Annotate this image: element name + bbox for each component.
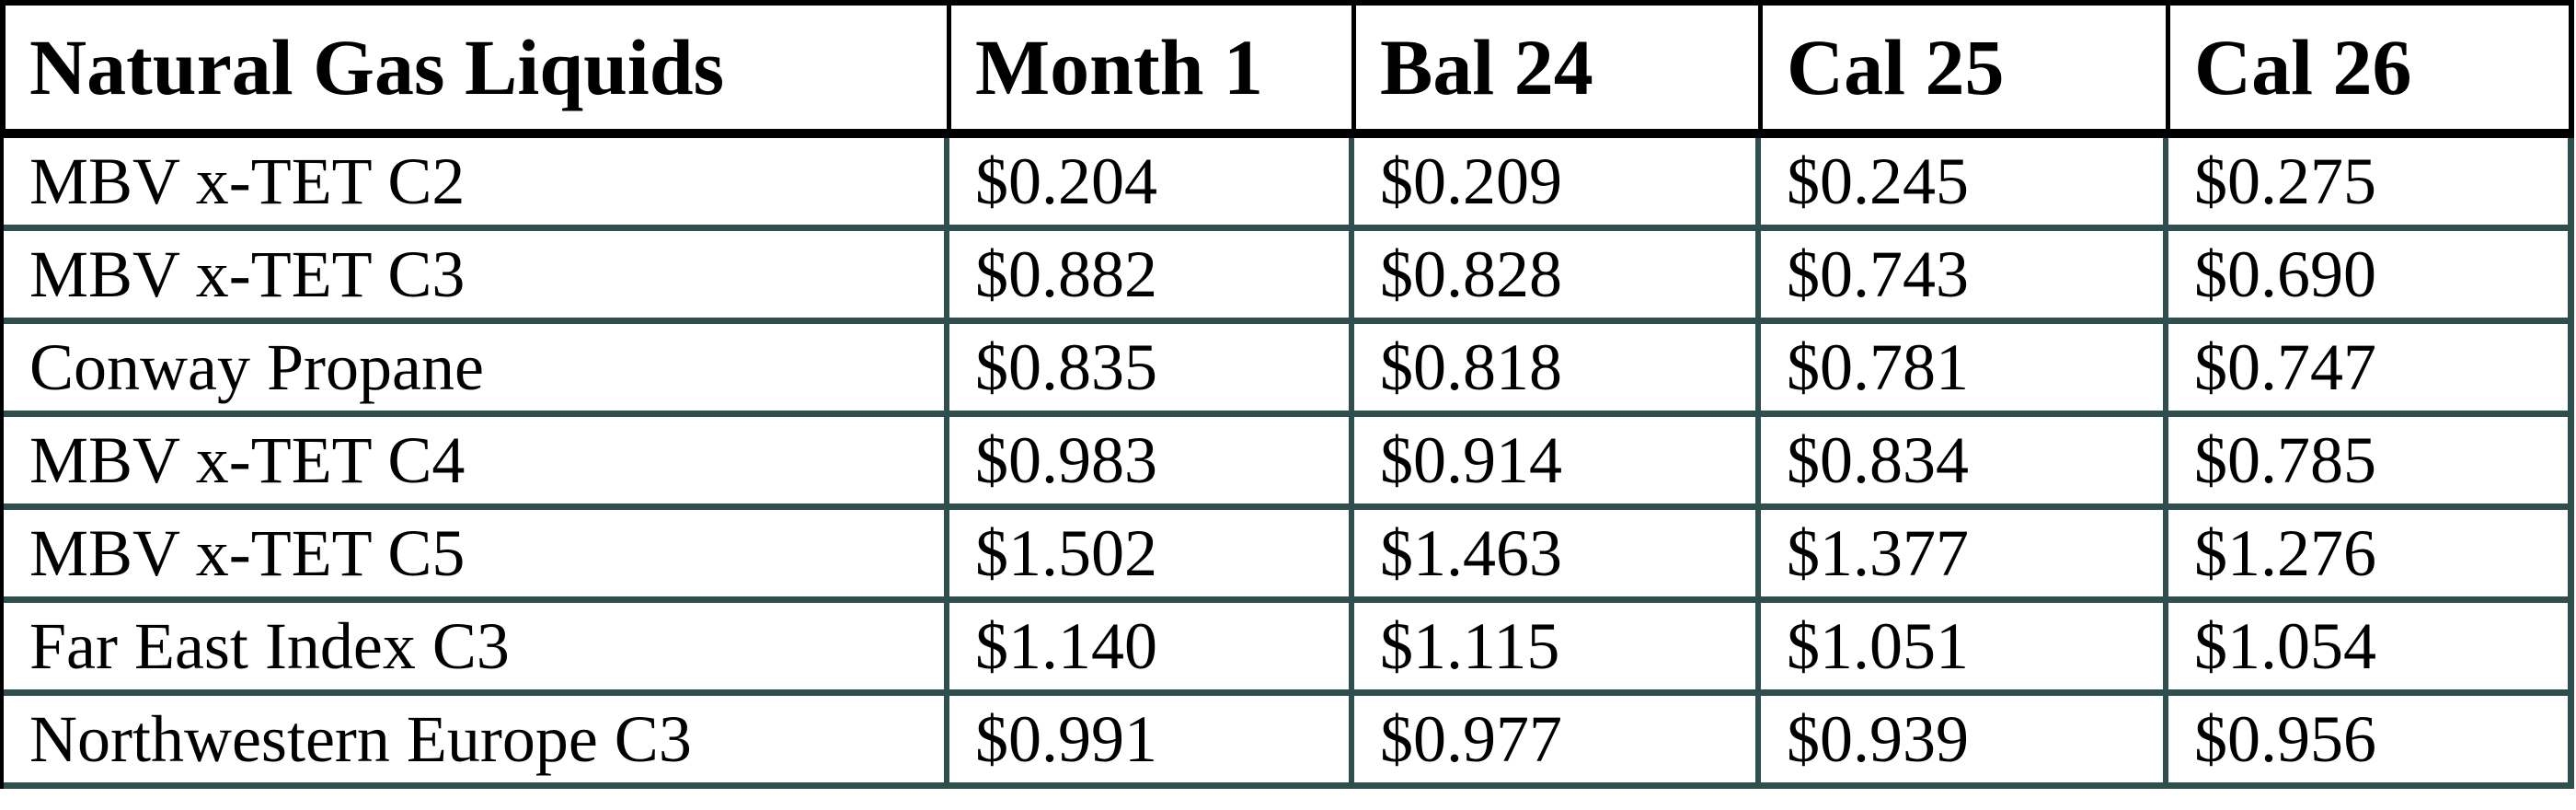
row-label-cell: MBV x-TET C3 (4, 231, 949, 318)
value-cell-cal26: $0.747 (2168, 324, 2574, 411)
column-header-cal25: Cal 25 (1763, 6, 2170, 129)
table-header-row: Natural Gas Liquids Month 1 Bal 24 Cal 2… (0, 0, 2574, 138)
row-label-cell: MBV x-TET C4 (4, 417, 949, 503)
table-row: Conway Propane $0.835 $0.818 $0.781 $0.7… (4, 324, 2574, 417)
value-cell-cal26: $0.275 (2168, 138, 2574, 225)
value-cell-month1: $0.835 (949, 324, 1354, 411)
value-cell-cal25: $1.377 (1761, 510, 2168, 596)
value-cell-cal26: $1.276 (2168, 510, 2574, 596)
value-cell-cal25: $0.834 (1761, 417, 2168, 503)
value-cell-cal25: $0.245 (1761, 138, 2168, 225)
value-cell-cal26: $0.690 (2168, 231, 2574, 318)
value-cell-month1: $0.882 (949, 231, 1354, 318)
value-cell-bal24: $0.828 (1354, 231, 1761, 318)
row-label-cell: Far East Index C3 (4, 603, 949, 689)
value-cell-bal24: $1.463 (1354, 510, 1761, 596)
value-cell-cal26: $1.054 (2168, 603, 2574, 689)
value-cell-month1: $1.502 (949, 510, 1354, 596)
value-cell-bal24: $0.209 (1354, 138, 1761, 225)
table-row: MBV x-TET C4 $0.983 $0.914 $0.834 $0.785 (4, 417, 2574, 510)
ngl-price-table: Natural Gas Liquids Month 1 Bal 24 Cal 2… (0, 0, 2574, 789)
table-row: Northwestern Europe C3 $0.991 $0.977 $0.… (4, 696, 2574, 789)
value-cell-cal25: $0.939 (1761, 696, 2168, 782)
value-cell-cal25: $1.051 (1761, 603, 2168, 689)
value-cell-cal26: $0.785 (2168, 417, 2574, 503)
value-cell-cal25: $0.781 (1761, 324, 2168, 411)
value-cell-month1: $0.991 (949, 696, 1354, 782)
table-row: MBV x-TET C3 $0.882 $0.828 $0.743 $0.690 (4, 231, 2574, 324)
column-header-month1: Month 1 (951, 6, 1356, 129)
value-cell-month1: $0.983 (949, 417, 1354, 503)
column-header-bal24: Bal 24 (1356, 6, 1763, 129)
value-cell-bal24: $0.818 (1354, 324, 1761, 411)
value-cell-cal25: $0.743 (1761, 231, 2168, 318)
value-cell-bal24: $1.115 (1354, 603, 1761, 689)
row-label-cell: MBV x-TET C2 (4, 138, 949, 225)
value-cell-bal24: $0.977 (1354, 696, 1761, 782)
column-header-cal26: Cal 26 (2194, 23, 2412, 111)
table-title-header-cell: Natural Gas Liquids (6, 6, 951, 129)
row-label-cell: Conway Propane (4, 324, 949, 411)
value-cell-month1: $1.140 (949, 603, 1354, 689)
value-cell-bal24: $0.914 (1354, 417, 1761, 503)
table-row: MBV x-TET C5 $1.502 $1.463 $1.377 $1.276 (4, 510, 2574, 603)
row-label-cell: MBV x-TET C5 (4, 510, 949, 596)
value-cell-cal26: $0.956 (2168, 696, 2574, 782)
value-cell-month1: $0.204 (949, 138, 1354, 225)
table-body: MBV x-TET C2 $0.204 $0.209 $0.245 $0.275… (0, 138, 2574, 789)
table-row: Far East Index C3 $1.140 $1.115 $1.051 $… (4, 603, 2574, 696)
row-label-cell: Northwestern Europe C3 (4, 696, 949, 782)
table-row: MBV x-TET C2 $0.204 $0.209 $0.245 $0.275 (4, 138, 2574, 231)
